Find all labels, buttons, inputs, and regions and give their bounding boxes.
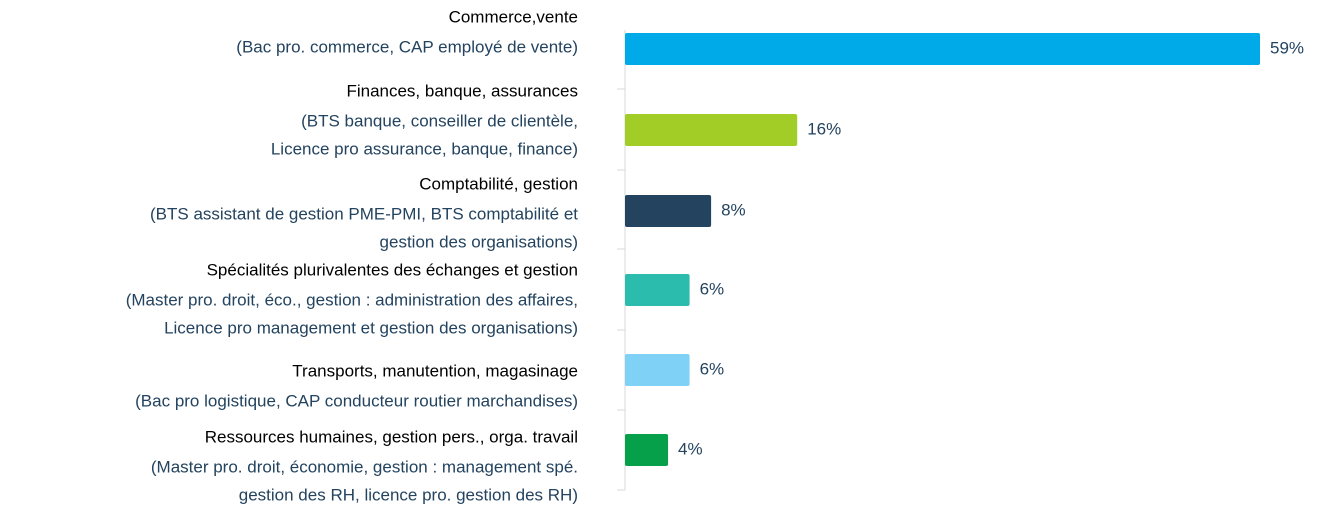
category-description: (BTS assistant de gestion PME-PMI, BTS c… xyxy=(150,204,578,223)
value-label: 6% xyxy=(700,279,725,298)
category-description: (Master pro. droit, économie, gestion : … xyxy=(151,457,578,476)
value-label: 8% xyxy=(721,200,746,219)
category-description: gestion des RH, licence pro. gestion des… xyxy=(239,485,578,504)
category-label: Commerce,vente xyxy=(449,7,578,26)
category-description: Licence pro management et gestion des or… xyxy=(164,318,578,337)
category-description: (BTS banque, conseiller de clientèle, xyxy=(301,111,578,130)
bar xyxy=(625,434,669,466)
category-description: (Master pro. droit, éco., gestion : admi… xyxy=(126,290,578,309)
category-label: Finances, banque, assurances xyxy=(346,81,578,100)
category-label: Ressources humaines, gestion pers., orga… xyxy=(205,427,578,446)
bar xyxy=(625,114,798,146)
value-label: 6% xyxy=(700,359,725,378)
category-description: gestion des organisations) xyxy=(380,232,578,251)
bar xyxy=(625,195,712,227)
bar xyxy=(625,274,690,306)
category-description: (Bac pro logistique, CAP conducteur rout… xyxy=(135,391,578,410)
category-description: Licence pro assurance, banque, finance) xyxy=(271,139,578,158)
bar xyxy=(625,33,1260,65)
bar xyxy=(625,354,690,386)
value-label: 59% xyxy=(1270,38,1304,57)
category-label: Comptabilité, gestion xyxy=(419,174,578,193)
category-label: Transports, manutention, magasinage xyxy=(292,361,578,380)
value-label: 16% xyxy=(807,119,841,138)
value-label: 4% xyxy=(678,439,703,458)
category-label: Spécialités plurivalentes des échanges e… xyxy=(207,260,578,279)
category-description: (Bac pro. commerce, CAP employé de vente… xyxy=(236,37,578,56)
